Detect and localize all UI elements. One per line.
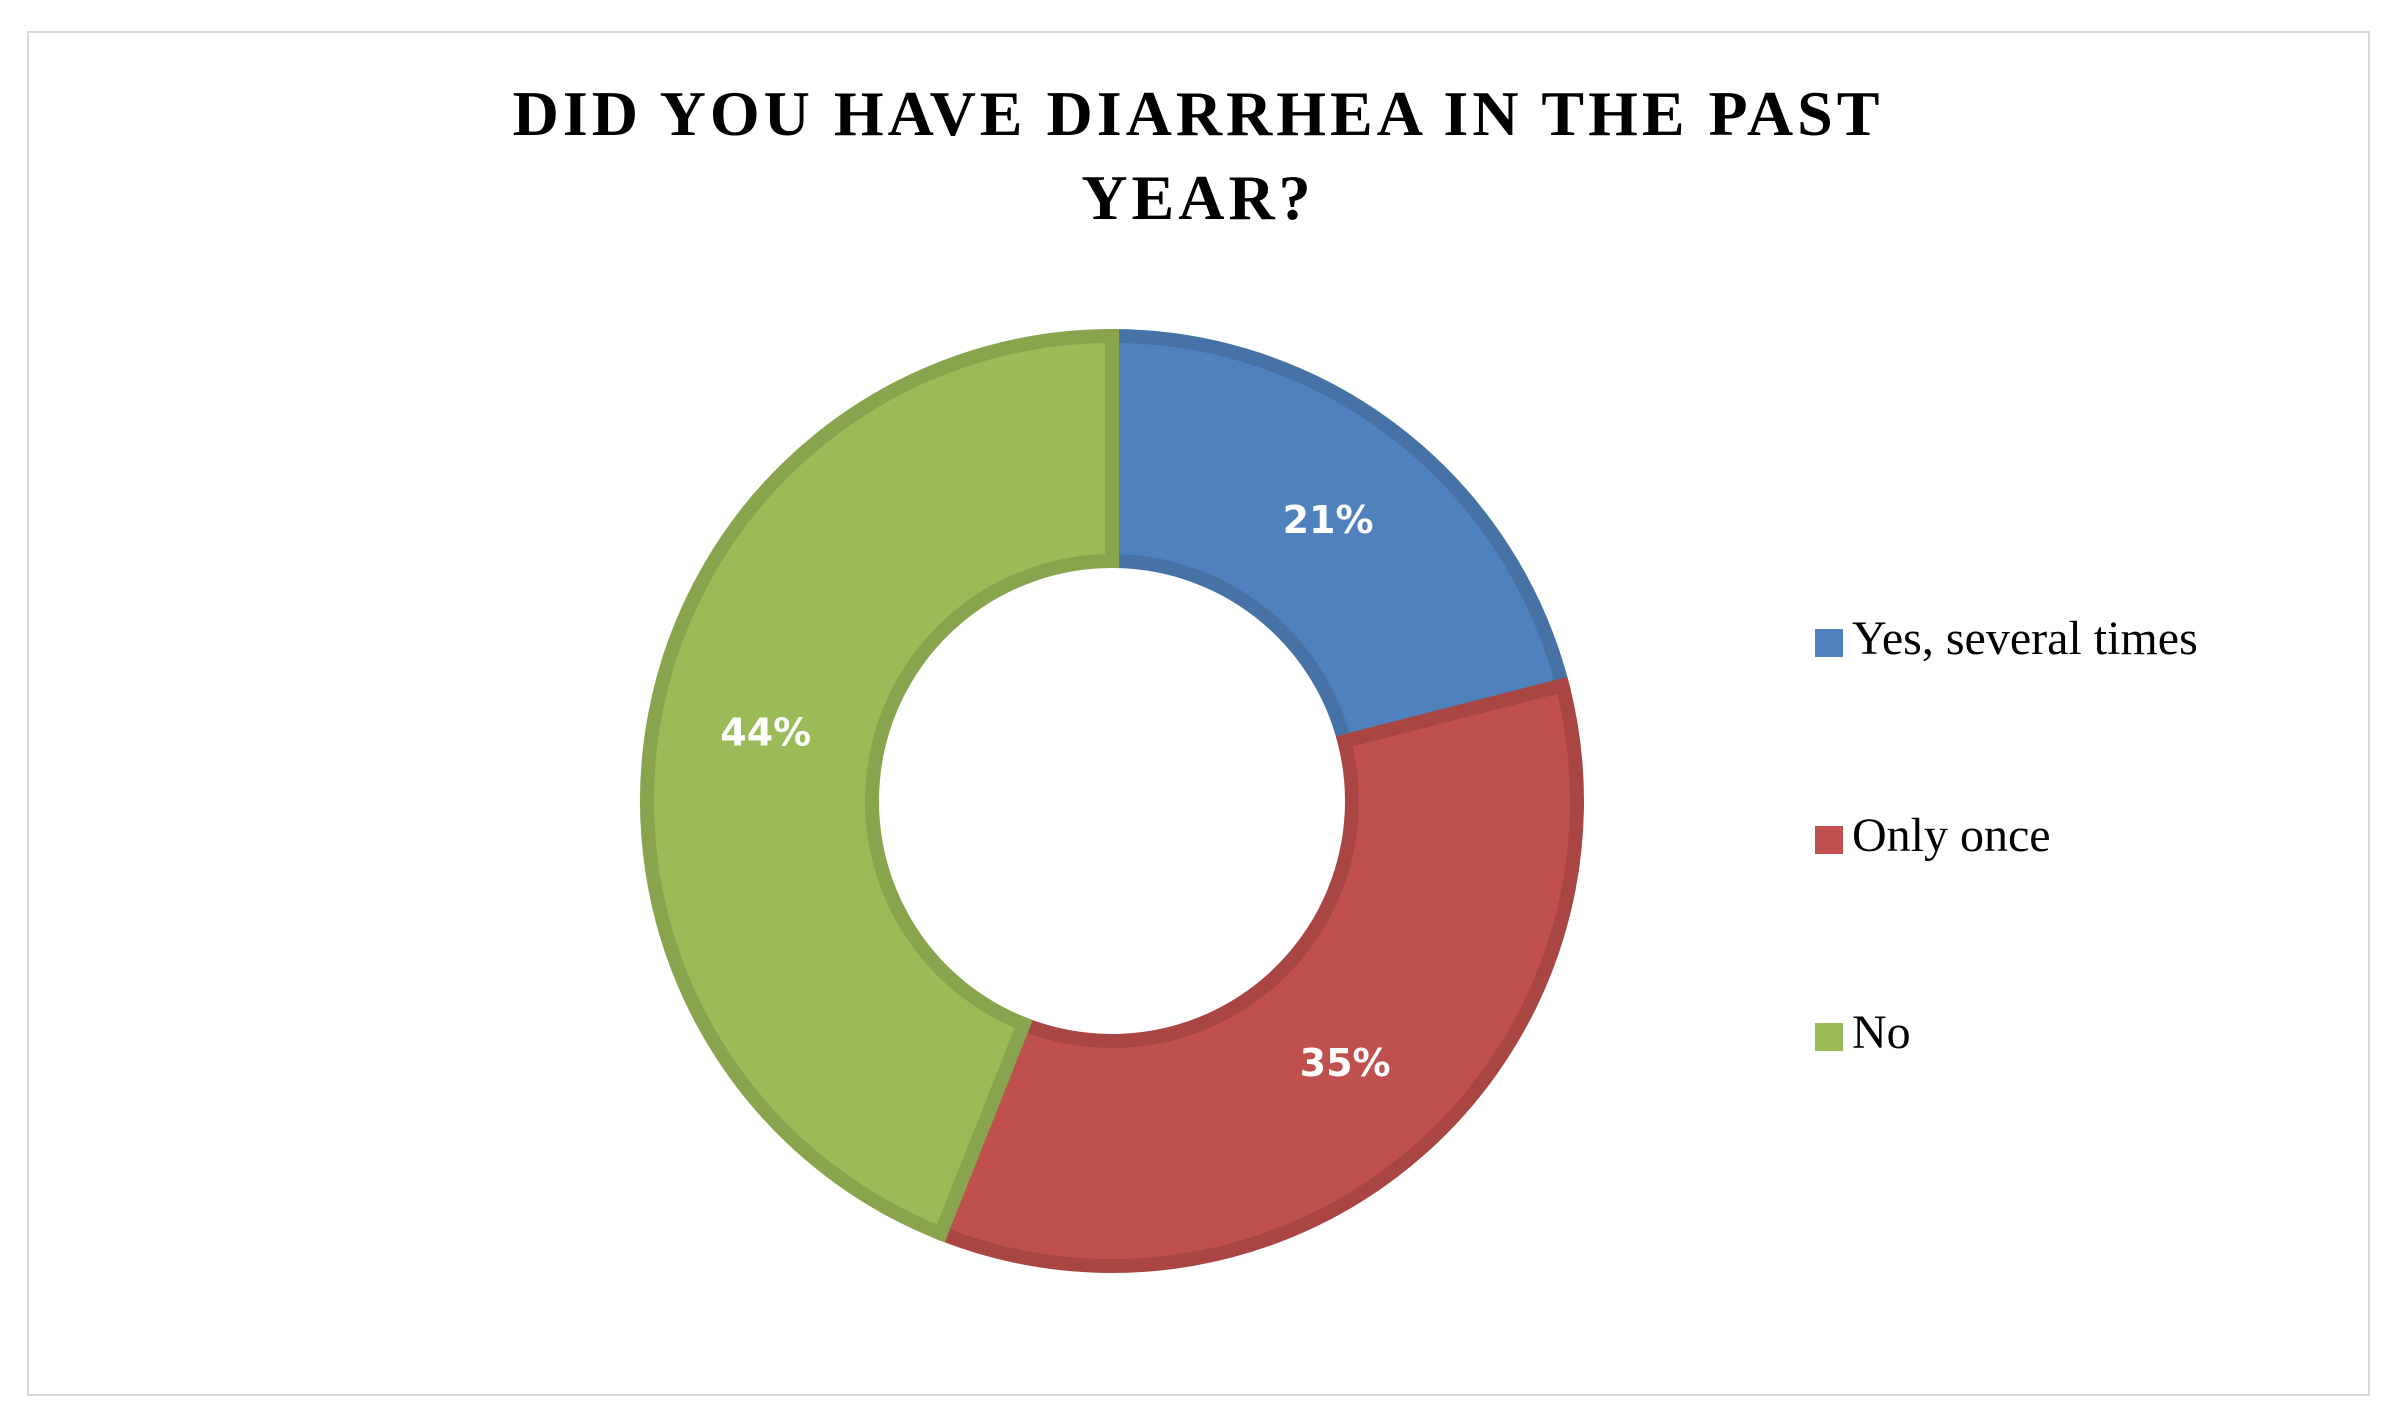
data-label: 21% [1283,498,1374,542]
donut-slice [639,328,1119,1243]
legend-swatch [1815,826,1843,854]
donut-slice [931,676,1584,1273]
legend-label: Yes, several times [1852,612,2198,665]
legend-label: No [1852,1006,1911,1059]
data-label: 44% [720,710,811,754]
data-label: 35% [1300,1041,1391,1085]
chart-frame [27,31,2370,1396]
chart-title: DID YOU HAVE DIARRHEA IN THE PAST YEAR? [512,78,1884,233]
legend-swatch [1815,1023,1843,1051]
legend-label: Only once [1852,809,2051,862]
legend-swatch [1815,629,1843,657]
donut-slice [1105,328,1571,750]
